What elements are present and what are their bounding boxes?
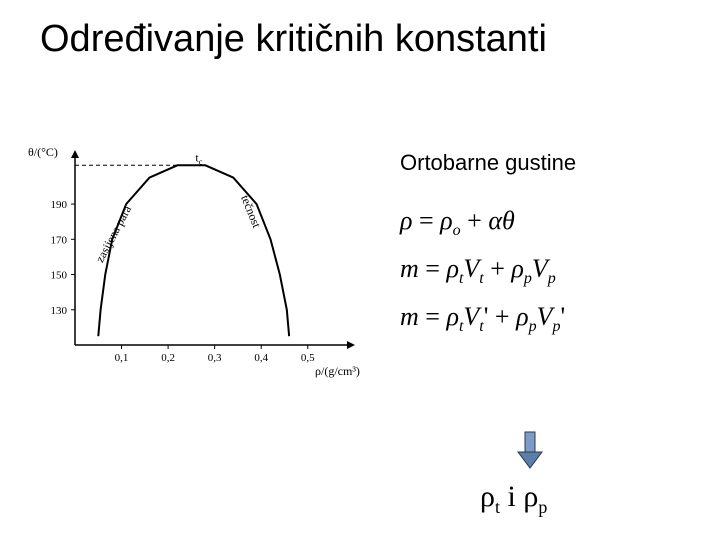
equation-3: m = ρtVt' + ρpVp' <box>400 302 700 336</box>
subtitle: Ortobarne gustine <box>400 150 700 176</box>
eq2-rhop-s: p <box>524 270 532 287</box>
svg-text:0,2: 0,2 <box>161 352 175 364</box>
eq3-Vp: V <box>537 302 553 331</box>
eq3-p2: ' <box>560 302 565 331</box>
page-title: Određivanje kritičnih konstanti <box>40 18 547 61</box>
equation-2: m = ρtVt + ρpVp <box>400 254 700 288</box>
eq2-rhop: ρ <box>511 254 523 283</box>
svg-text:0,5: 0,5 <box>301 352 315 364</box>
rho-p-sub: p <box>538 497 547 517</box>
svg-text:0,3: 0,3 <box>208 352 222 364</box>
down-arrow <box>510 430 550 475</box>
svg-text:θ/(°C): θ/(°C) <box>28 145 58 159</box>
eq3-lhs: m <box>400 302 419 331</box>
eq3-plus: + <box>488 302 516 331</box>
svg-text:170: 170 <box>51 234 68 246</box>
eq3-eq: = <box>419 302 447 331</box>
density-temperature-chart: 130 150 170 190 0,1 0,2 0,3 0,4 0,5 θ/(°C) ρ/(g/cm… <box>20 140 360 380</box>
svg-text:zasijena para: zasijena para <box>93 203 135 265</box>
rho-result: ρt i ρp <box>480 480 547 518</box>
svg-text:0,4: 0,4 <box>254 352 268 364</box>
eq1-rho-o: ρ <box>440 206 452 235</box>
rho-mid: i <box>500 480 523 513</box>
eq1-eq: = <box>412 206 440 235</box>
eq2-plus: + <box>484 254 512 283</box>
eq1-lhs: ρ <box>400 206 412 235</box>
eq2-Vp: V <box>532 254 548 283</box>
arrow-icon <box>510 430 550 470</box>
eq2-Vt: V <box>463 254 479 283</box>
svg-text:tc: tc <box>195 150 202 166</box>
eq1-alpha-theta: αθ <box>488 206 514 235</box>
svg-text:190: 190 <box>51 199 68 211</box>
eq1-plus: + <box>461 206 489 235</box>
eq3-rhot: ρ <box>446 302 458 331</box>
eq2-Vp-s: p <box>548 270 556 287</box>
eq2-lhs: m <box>400 254 419 283</box>
eq1-rho-o-sub: o <box>453 222 461 239</box>
eq3-rhop-s: p <box>529 319 537 336</box>
eq3-rhop: ρ <box>516 302 528 331</box>
rho-p: ρ <box>523 480 538 513</box>
eq3-Vt: V <box>463 302 479 331</box>
eq2-eq: = <box>419 254 447 283</box>
svg-text:130: 130 <box>51 305 68 317</box>
svg-text:ρ/(g/cm³): ρ/(g/cm³) <box>315 364 360 378</box>
equation-1: ρ = ρo + αθ <box>400 206 700 240</box>
chart-container: 130 150 170 190 0,1 0,2 0,3 0,4 0,5 θ/(°C) ρ/(g/cm… <box>20 140 360 380</box>
right-column: Ortobarne gustine ρ = ρo + αθ m = ρtVt +… <box>400 150 700 351</box>
eq2-rhot: ρ <box>446 254 458 283</box>
svg-text:0,1: 0,1 <box>115 352 129 364</box>
svg-text:150: 150 <box>51 270 68 282</box>
rho-t: ρ <box>480 480 495 513</box>
